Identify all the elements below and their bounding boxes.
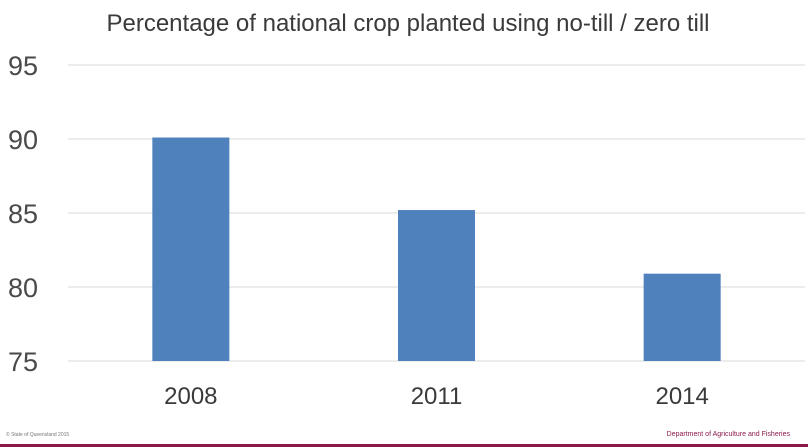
chart-title: Percentage of national crop planted usin… (106, 10, 709, 37)
y-tick-label: 90 (8, 125, 38, 155)
bars (152, 137, 721, 361)
x-tick-label: 2008 (164, 383, 217, 410)
y-tick-label: 75 (8, 347, 38, 377)
copyright-note: © State of Queensland 2015 (6, 432, 70, 438)
footer-accent-bar (0, 444, 808, 447)
y-axis-tick-labels: 75 80 85 90 95 (8, 51, 38, 377)
bar-2014 (643, 273, 721, 361)
x-axis-tick-labels: 2008 2011 2014 (164, 383, 709, 410)
x-tick-label: 2014 (655, 383, 708, 410)
y-tick-label: 80 (8, 273, 38, 303)
y-tick-label: 85 (8, 199, 38, 229)
x-tick-label: 2011 (411, 383, 463, 410)
department-name: Department of Agriculture and Fisheries (666, 431, 790, 438)
y-tick-label: 95 (8, 51, 38, 81)
bar-chart: Percentage of national crop planted usin… (8, 10, 805, 410)
bar-2008 (152, 137, 230, 361)
bar-2011 (398, 210, 475, 361)
